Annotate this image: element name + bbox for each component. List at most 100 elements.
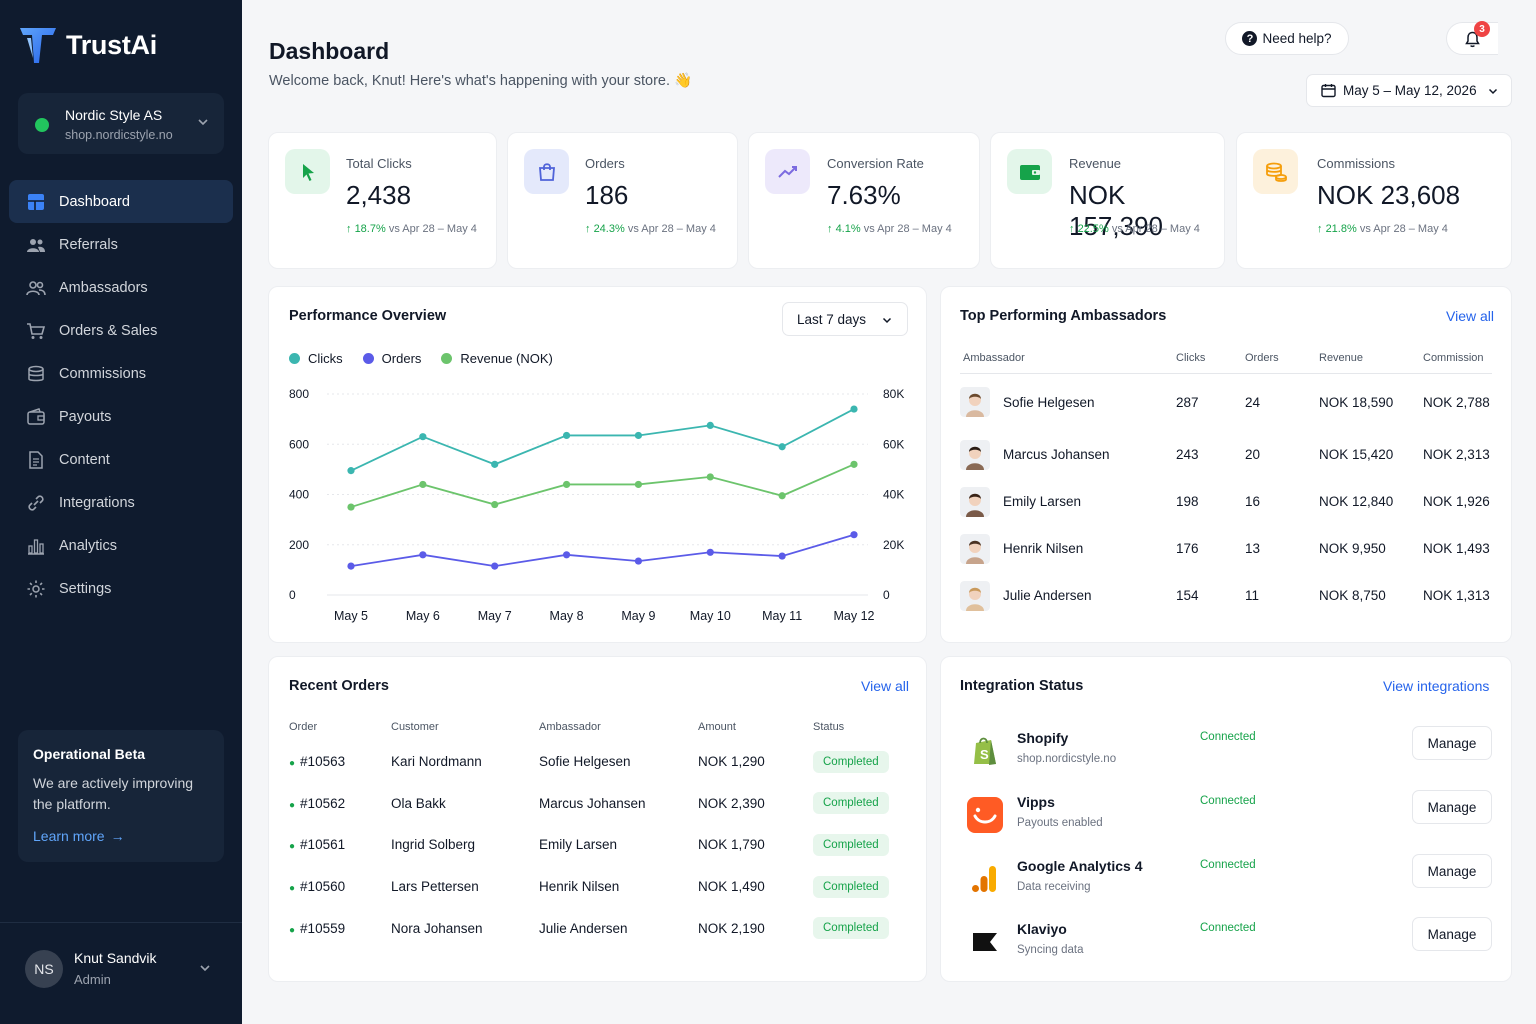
sidebar-item-dashboard[interactable]: Dashboard [9,180,233,223]
sidebar-item-referrals[interactable]: Referrals [9,223,233,266]
sidebar-item-settings[interactable]: Settings [9,567,233,610]
data-point[interactable] [706,548,714,556]
data-point[interactable] [634,431,643,440]
kpi-card-commissions[interactable]: Commissions NOK 23,608 ↑ 21.8% vs Apr 28… [1236,132,1512,269]
sidebar-item-content[interactable]: Content [9,438,233,481]
order-id-cell[interactable]: ● #10562 [289,783,391,825]
data-point[interactable] [491,500,499,509]
ambassador-name: Marcus Johansen [1003,447,1110,462]
view-integrations-link[interactable]: View integrations [1383,678,1490,694]
data-point[interactable] [419,551,427,559]
integration-name: Google Analytics 4 [1017,858,1143,874]
manage-klaviyo-button[interactable]: Manage [1412,917,1492,951]
sidebar-item-label: Dashboard [59,193,130,210]
data-point[interactable] [562,551,571,559]
coins-icon [1253,149,1298,194]
brand-logo[interactable]: TrustAi [18,25,157,65]
data-point[interactable] [850,405,858,413]
sidebar-item-orders-sales[interactable]: Orders & Sales [9,309,233,352]
ambassador-name: Henrik Nilsen [1003,541,1084,556]
order-id-cell[interactable]: ● #10563 [289,741,391,783]
table-row[interactable]: ● #10561 Ingrid Solberg Emily Larsen NOK 1,7… [289,824,909,866]
brand-name: TrustAi [66,29,157,60]
store-switcher[interactable]: Nordic Style AS shop.nordicstyle.no [18,93,224,154]
order-id-cell[interactable]: ● #10559 [289,907,391,949]
clicks-cell: 287 [1176,394,1199,410]
ambassador-cell: Sofie Helgesen [960,373,1176,431]
orders-table: Order Customer Ambassador Amount Status … [289,713,909,949]
data-point[interactable] [634,557,643,565]
notifications-button[interactable] [1446,22,1498,55]
data-point[interactable] [706,473,714,481]
status-badge: Completed [813,917,889,940]
sidebar-item-payouts[interactable]: Payouts [9,395,233,438]
kpi-card-orders[interactable]: Orders 186 ↑ 24.3% vs Apr 28 – May 4 [507,132,738,269]
status-badge: Completed [813,833,889,856]
legend-item-clicks[interactable]: Clicks [289,351,343,366]
data-point[interactable] [419,433,427,441]
data-point[interactable] [491,460,499,468]
need-help-button[interactable]: ? Need help? [1225,22,1349,55]
legend-label: Clicks [308,351,343,366]
column-header: Revenue [1319,351,1364,364]
sidebar-item-commissions[interactable]: Commissions [9,352,233,395]
table-row[interactable]: Marcus Johansen 243 20 NOK 15,420 NOK 2,313 [960,431,1492,478]
kpi-compare: vs Apr 28 – May 4 [1111,223,1200,235]
integration-detail: Data receiving [1017,881,1091,893]
table-row[interactable]: ● #10560 Lars Pettersen Henrik Nilsen NOK 1,… [289,866,909,908]
table-row[interactable]: ● #10563 Kari Nordmann Sofie Helgesen NOK 1,… [289,741,909,783]
date-range-picker[interactable]: May 5 – May 12, 2026 [1306,74,1512,107]
order-id-cell[interactable]: ● #10560 [289,866,391,908]
view-all-ambassadors-link[interactable]: View all [1446,308,1494,324]
data-point[interactable] [347,503,355,511]
learn-more-link[interactable]: Learn more → [33,828,125,844]
data-point[interactable] [491,562,499,570]
column-header: Status [813,721,845,733]
table-row[interactable]: Julie Andersen 154 11 NOK 8,750 NOK 1,313 [960,572,1492,619]
dashboard-icon [26,192,46,212]
kpi-card-revenue[interactable]: Revenue NOK 157,390 ↑ 22.5% vs Apr 28 – … [990,132,1225,269]
table-row[interactable]: ● #10559 Nora Johansen Julie Andersen NOK 2,… [289,907,909,949]
x-tick-label: May 8 [550,609,584,623]
data-point[interactable] [778,443,786,451]
data-point[interactable] [778,552,786,560]
legend-item-revenue[interactable]: Revenue (NOK) [441,351,553,366]
sidebar-item-integrations[interactable]: Integrations [9,481,233,524]
column-header: Amount [698,721,736,733]
manage-google-analytics-button[interactable]: Manage [1412,854,1492,888]
user-menu[interactable]: NS Knut Sandvik Admin [0,922,242,1024]
orders-cell: 13 [1245,541,1261,556]
kpi-delta-value: 24.3% [593,223,625,235]
x-tick-label: May 12 [834,609,875,623]
column-header: Orders [1245,351,1279,364]
table-row[interactable]: Henrik Nilsen 176 13 NOK 9,950 NOK 1,493 [960,525,1492,572]
view-all-orders-link[interactable]: View all [861,678,909,694]
data-point[interactable] [706,421,714,430]
legend-item-orders[interactable]: Orders [362,351,422,366]
data-point[interactable] [850,460,858,468]
manage-shopify-button[interactable]: Manage [1412,726,1492,760]
table-row[interactable]: Sofie Helgesen 287 24 NOK 18,590 NOK 2,788 [960,373,1492,431]
document-icon [26,450,46,470]
data-point[interactable] [778,492,786,500]
data-point[interactable] [562,480,571,489]
kpi-card-conversion-rate[interactable]: Conversion Rate 7.63% ↑ 4.1% vs Apr 28 –… [748,132,980,269]
kpi-card-total-clicks[interactable]: Total Clicks 2,438 ↑ 18.7% vs Apr 28 – M… [268,132,497,269]
data-point[interactable] [850,531,858,539]
range-select[interactable]: Last 7 days [782,302,908,336]
data-point[interactable] [347,562,355,570]
integration-status: Connected [1200,795,1256,807]
link-icon [26,493,46,513]
manage-vipps-button[interactable]: Manage [1412,790,1492,824]
data-point[interactable] [562,431,571,440]
data-point[interactable] [347,467,355,475]
data-point[interactable] [634,480,643,489]
panel-title: Recent Orders [289,678,389,694]
order-id-cell[interactable]: ● #10561 [289,824,391,866]
sidebar-item-analytics[interactable]: Analytics [9,524,233,567]
table-row[interactable]: Emily Larsen 198 16 NOK 12,840 NOK 1,926 [960,478,1492,525]
sidebar-item-ambassadors[interactable]: Ambassadors [9,266,233,309]
data-point[interactable] [419,480,427,489]
table-row[interactable]: ● #10562 Ola Bakk Marcus Johansen NOK 2,390 C… [289,783,909,825]
legend-label: Orders [381,351,422,366]
